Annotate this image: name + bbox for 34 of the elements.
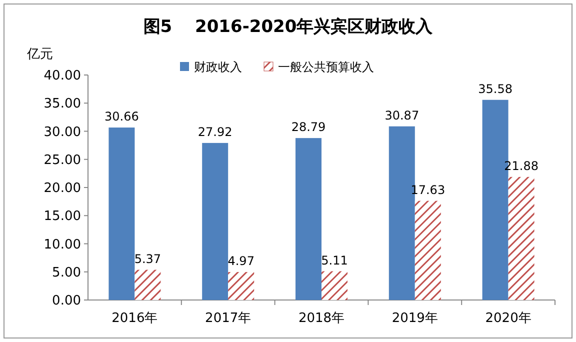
data-label: 27.92 [198,124,232,139]
data-label: 30.66 [104,110,139,124]
x-tick-label: 2018年 [298,311,345,326]
bar [202,142,228,300]
bar [322,271,348,300]
data-label: 28.79 [291,120,326,134]
y-tick-label: 30.00 [44,124,81,140]
legend-label: 财政收入 [194,60,242,74]
bar [296,138,322,300]
bar [134,270,161,300]
y-tick-label: 40.00 [44,68,81,84]
chart-title: 图5 2016-2020年兴宾区财政收入 [143,17,434,37]
legend-label: 一般公共预算收入 [278,60,374,74]
y-tick-label: 20.00 [44,181,81,196]
y-tick-label: 35.00 [44,96,81,112]
data-label: 5.11 [321,253,348,268]
bar [508,176,534,300]
y-tick-label: 5.00 [52,265,81,280]
x-tick-label: 2019年 [392,311,438,326]
data-label: 35.58 [478,82,512,96]
y-tick-label: 25.00 [44,152,81,168]
bar [228,272,254,300]
y-tick-label: 0.00 [52,294,81,308]
x-tick-label: 2020年 [485,311,532,326]
y-tick-label: 10.00 [44,237,81,252]
x-tick-label: 2017年 [205,311,252,326]
data-label: 5.37 [134,252,162,266]
y-tick-label: 15.00 [44,209,81,224]
data-label: 4.97 [228,254,254,268]
data-label: 30.87 [384,108,420,122]
y-axis-title: 亿元 [26,47,53,62]
bar [108,128,135,300]
x-tick-label: 2016年 [112,311,158,326]
bar [414,200,441,300]
